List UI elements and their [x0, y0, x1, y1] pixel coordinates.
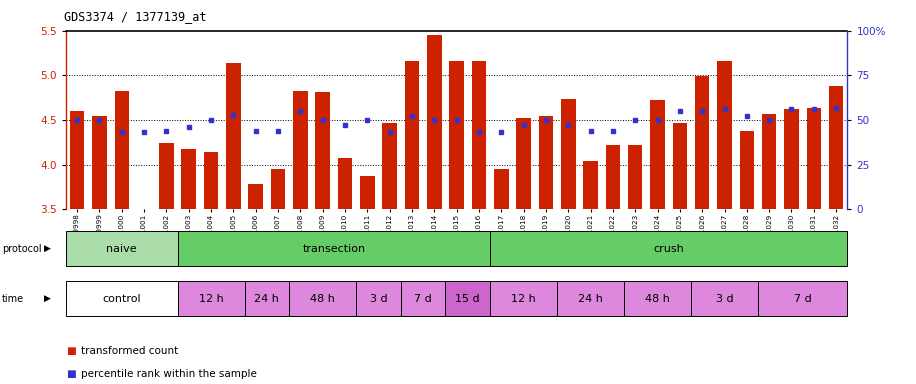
- Text: transection: transection: [302, 243, 365, 254]
- Bar: [315, 92, 330, 209]
- Bar: [561, 99, 575, 209]
- Text: percentile rank within the sample: percentile rank within the sample: [81, 369, 256, 379]
- Bar: [66, 281, 178, 316]
- Bar: [695, 76, 710, 209]
- Bar: [178, 231, 490, 266]
- Bar: [405, 61, 420, 209]
- Bar: [181, 149, 196, 209]
- Bar: [624, 281, 691, 316]
- Bar: [758, 281, 847, 316]
- Bar: [271, 169, 285, 209]
- Text: protocol: protocol: [2, 243, 41, 254]
- Bar: [829, 86, 844, 209]
- Bar: [445, 281, 490, 316]
- Bar: [739, 131, 754, 209]
- Text: 48 h: 48 h: [645, 293, 670, 304]
- Text: 7 d: 7 d: [794, 293, 812, 304]
- Text: ■: ■: [66, 346, 76, 356]
- Text: ▶: ▶: [44, 294, 51, 303]
- Bar: [70, 111, 84, 209]
- Bar: [490, 231, 847, 266]
- Bar: [691, 281, 758, 316]
- Bar: [672, 122, 687, 209]
- Bar: [248, 184, 263, 209]
- Text: crush: crush: [653, 243, 684, 254]
- Bar: [159, 143, 174, 209]
- Text: 3 d: 3 d: [370, 293, 387, 304]
- Bar: [807, 108, 821, 209]
- Bar: [356, 281, 401, 316]
- Text: 12 h: 12 h: [511, 293, 536, 304]
- Bar: [293, 91, 308, 209]
- Bar: [605, 145, 620, 209]
- Text: naive: naive: [106, 243, 137, 254]
- Text: time: time: [2, 293, 24, 304]
- Bar: [539, 116, 553, 209]
- Bar: [245, 281, 289, 316]
- Bar: [93, 116, 106, 209]
- Bar: [401, 281, 445, 316]
- Bar: [557, 281, 624, 316]
- Text: ■: ■: [66, 369, 76, 379]
- Bar: [226, 63, 241, 209]
- Bar: [338, 158, 353, 209]
- Text: control: control: [103, 293, 141, 304]
- Bar: [517, 118, 531, 209]
- Text: 48 h: 48 h: [311, 293, 335, 304]
- Bar: [628, 145, 642, 209]
- Text: 24 h: 24 h: [255, 293, 279, 304]
- Bar: [289, 281, 356, 316]
- Bar: [360, 176, 375, 209]
- Bar: [178, 281, 245, 316]
- Text: transformed count: transformed count: [81, 346, 178, 356]
- Text: GDS3374 / 1377139_at: GDS3374 / 1377139_at: [64, 10, 207, 23]
- Text: 3 d: 3 d: [715, 293, 734, 304]
- Bar: [490, 281, 557, 316]
- Text: 7 d: 7 d: [414, 293, 432, 304]
- Bar: [717, 61, 732, 209]
- Bar: [450, 61, 463, 209]
- Bar: [203, 152, 218, 209]
- Bar: [472, 61, 486, 209]
- Text: 24 h: 24 h: [578, 293, 603, 304]
- Bar: [114, 91, 129, 209]
- Text: 12 h: 12 h: [199, 293, 224, 304]
- Bar: [784, 109, 799, 209]
- Bar: [382, 122, 397, 209]
- Text: 15 d: 15 d: [455, 293, 480, 304]
- Bar: [650, 100, 665, 209]
- Bar: [762, 114, 777, 209]
- Bar: [494, 169, 508, 209]
- Bar: [583, 161, 598, 209]
- Text: ▶: ▶: [44, 244, 51, 253]
- Bar: [66, 231, 178, 266]
- Bar: [427, 35, 442, 209]
